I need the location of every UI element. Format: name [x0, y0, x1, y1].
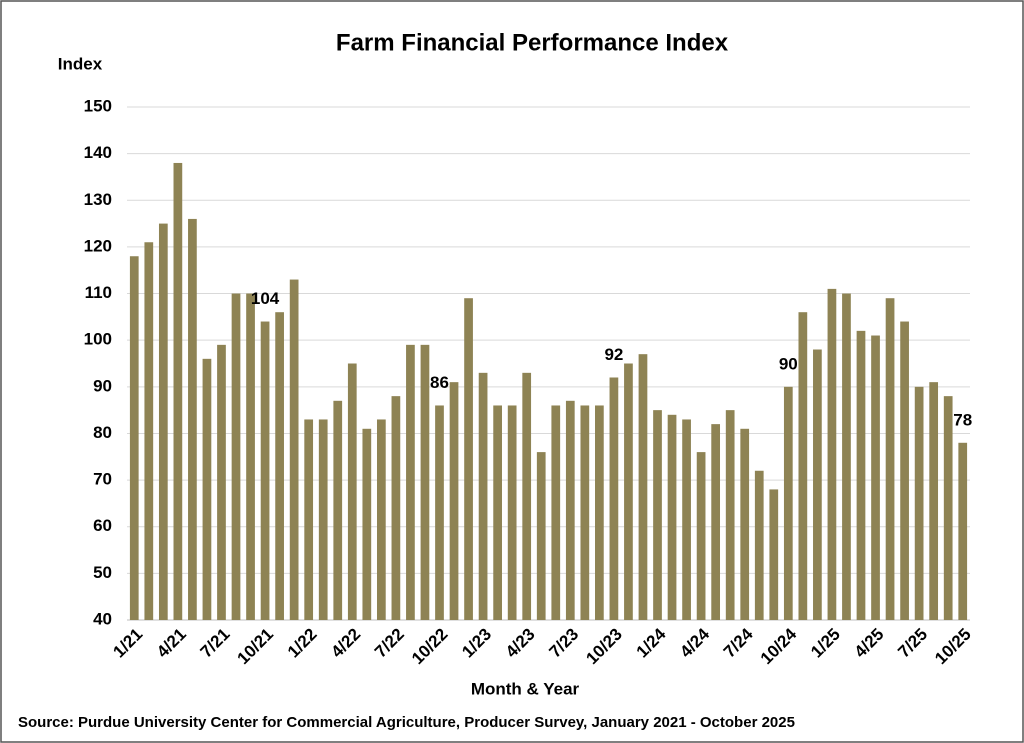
bar: [754, 470, 764, 620]
bar: [347, 363, 357, 620]
y-tick-label: 140: [84, 143, 112, 162]
y-tick-label: 90: [93, 376, 112, 395]
bar: [842, 293, 851, 620]
y-tick-label: 110: [85, 283, 112, 302]
bar: [246, 293, 255, 620]
y-axis-label: Index: [58, 54, 103, 73]
bar: [856, 330, 866, 620]
source-note: Source: Purdue University Center for Com…: [18, 714, 795, 731]
bar: [551, 405, 561, 620]
bar: [725, 410, 735, 620]
bar: [129, 256, 139, 620]
bar: [376, 419, 386, 620]
bar: [900, 321, 909, 620]
bar: [275, 312, 284, 620]
y-tick-label: 120: [84, 236, 112, 255]
y-tick-label: 50: [93, 563, 112, 582]
bar: [609, 377, 619, 620]
bar: [173, 162, 183, 621]
y-tick-label: 130: [84, 190, 112, 209]
bar: [478, 372, 488, 620]
bar: [929, 382, 939, 620]
y-tick-label: 150: [84, 96, 112, 115]
bar: [318, 419, 328, 620]
bar: [827, 288, 837, 620]
chart-title: Farm Financial Performance Index: [336, 29, 729, 56]
y-tick-label: 60: [93, 516, 112, 535]
bar: [231, 293, 241, 620]
bar: [493, 405, 502, 620]
data-label: 90: [779, 354, 798, 373]
bar: [871, 335, 880, 620]
bar: [188, 218, 197, 620]
bar: [260, 321, 270, 620]
bar: [217, 344, 226, 620]
x-axis-label: Month & Year: [471, 679, 580, 698]
data-label: 104: [251, 289, 280, 308]
data-label: 92: [604, 345, 623, 364]
bar: [202, 358, 212, 620]
bar: [783, 386, 793, 620]
bar: [391, 396, 401, 620]
bar: [711, 424, 721, 620]
bar: [536, 452, 546, 620]
bar: [696, 452, 706, 620]
bar: [406, 344, 415, 620]
bar: [333, 400, 343, 620]
bar: [289, 279, 299, 620]
data-label: 78: [953, 410, 972, 429]
bar: [595, 405, 604, 620]
bar: [464, 298, 473, 620]
data-label: 86: [430, 373, 449, 392]
bar: [420, 344, 430, 620]
bar: [507, 405, 517, 620]
bar: [638, 354, 648, 620]
bar: [653, 410, 662, 620]
bar: [580, 405, 590, 620]
bar: [624, 363, 633, 620]
bar: [522, 372, 532, 620]
bar: [958, 442, 968, 620]
y-tick-label: 100: [84, 330, 112, 349]
bar: [682, 419, 691, 620]
bar: [304, 419, 314, 620]
y-tick-label: 80: [93, 423, 112, 442]
y-tick-label: 70: [93, 470, 112, 489]
bar: [914, 386, 924, 620]
bar: [565, 400, 575, 620]
bar: [943, 396, 953, 620]
bar: [798, 312, 808, 620]
bar: [667, 414, 677, 620]
bar: [769, 489, 779, 620]
bar: [158, 223, 168, 620]
bar: [144, 242, 154, 620]
bar: [449, 382, 459, 620]
bar: [885, 298, 895, 620]
bar: [813, 349, 822, 620]
bar: [362, 428, 372, 620]
bar: [435, 405, 444, 620]
bar: [740, 428, 750, 620]
y-tick-label: 40: [93, 609, 112, 628]
